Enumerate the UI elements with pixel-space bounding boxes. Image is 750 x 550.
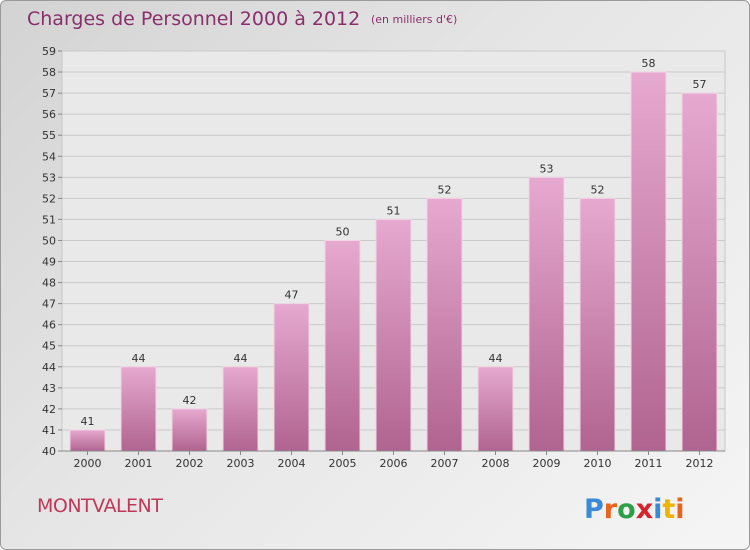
bar-value-label: 41 [81, 415, 95, 428]
y-tick-label: 42 [42, 403, 56, 416]
bar [681, 92, 718, 452]
bar [426, 197, 463, 452]
bar-value-label: 52 [591, 183, 605, 196]
y-tick-label: 54 [42, 150, 56, 163]
x-tick-label: 2004 [278, 457, 306, 470]
bar-value-label: 44 [489, 352, 503, 365]
bar [579, 197, 616, 452]
bar [477, 366, 514, 452]
y-tick-label: 56 [42, 108, 56, 121]
y-axis: 40 41 42 43 44 45 46 47 48 49 50 51 52 53 54 55 56 57 58 59 [42, 45, 62, 458]
x-axis: 2000 2001 2002 2003 2004 2005 2006 2007 2008 2009… [62, 450, 725, 470]
bar-value-label: 44 [234, 352, 248, 365]
x-tick-label: 2000 [74, 457, 102, 470]
chart-title: Charges de Personnel 2000 à 2012 [27, 8, 361, 30]
x-tick-label: 2002 [176, 457, 204, 470]
x-tick-label: 2012 [686, 457, 714, 470]
bar-value-label: 51 [387, 204, 401, 217]
y-tick-label: 53 [42, 171, 56, 184]
bar-value-label: 53 [540, 162, 554, 175]
bar-value-label: 52 [438, 183, 452, 196]
bar [171, 408, 208, 452]
y-tick-label: 51 [42, 213, 56, 226]
bar [375, 218, 412, 452]
y-tick-label: 43 [42, 382, 56, 395]
bar [528, 176, 565, 452]
x-tick-label: 2003 [227, 457, 255, 470]
x-tick-label: 2001 [125, 457, 153, 470]
bar-value-label: 44 [132, 352, 146, 365]
x-tick-label: 2006 [380, 457, 408, 470]
y-tick-label: 41 [42, 424, 56, 437]
y-tick-label: 55 [42, 129, 56, 142]
y-tick-label: 48 [42, 277, 56, 290]
y-tick-label: 40 [42, 445, 56, 458]
bar [69, 429, 106, 452]
y-tick-label: 57 [42, 87, 56, 100]
bar-value-label: 58 [642, 57, 656, 70]
x-tick-label: 2007 [431, 457, 459, 470]
bar [120, 366, 157, 452]
x-tick-label: 2011 [635, 457, 663, 470]
x-tick-label: 2010 [584, 457, 612, 470]
bar [630, 71, 667, 452]
y-tick-label: 44 [42, 361, 56, 374]
y-tick-label: 49 [42, 256, 56, 269]
x-tick-label: 2005 [329, 457, 357, 470]
svg-text:Proxiti: Proxiti [584, 494, 685, 525]
y-tick-label: 47 [42, 298, 56, 311]
proxiti-logo: Proxiti [584, 489, 694, 527]
city-name: MONTVALENT [37, 495, 163, 517]
x-tick-label: 2009 [533, 457, 561, 470]
bar [222, 366, 259, 452]
bar-value-label: 47 [285, 289, 299, 302]
y-tick-label: 58 [42, 66, 56, 79]
y-tick-label: 59 [42, 45, 56, 58]
chart-unit: (en milliers d'€) [371, 13, 458, 26]
y-tick-label: 50 [42, 234, 56, 247]
x-tick-label: 2008 [482, 457, 510, 470]
y-tick-label: 46 [42, 319, 56, 332]
bar-value-label: 50 [336, 225, 350, 238]
y-tick-label: 52 [42, 192, 56, 205]
y-tick-label: 45 [42, 340, 56, 353]
bar [273, 303, 310, 452]
bar-value-label: 57 [693, 78, 707, 91]
bars: 41 44 42 44 47 50 51 52 44 53 52 58 57 [69, 57, 718, 452]
bar-value-label: 42 [183, 394, 197, 407]
bar [324, 239, 361, 452]
